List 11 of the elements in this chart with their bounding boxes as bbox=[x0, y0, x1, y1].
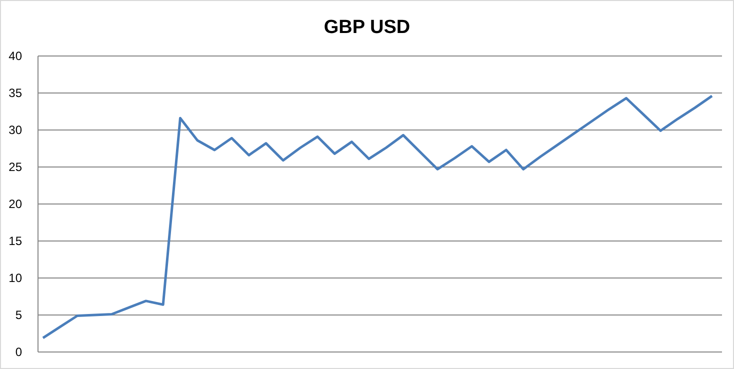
y-tick-label: 25 bbox=[8, 160, 22, 174]
y-tick-label: 35 bbox=[8, 86, 22, 100]
y-tick-label: 20 bbox=[8, 197, 22, 212]
line-series bbox=[42, 94, 714, 340]
y-tick-label: 10 bbox=[8, 271, 22, 286]
chart-title: GBP USD bbox=[324, 17, 410, 38]
y-tick-label: 0 bbox=[15, 345, 22, 360]
y-tick-label: 5 bbox=[15, 308, 22, 322]
y-tick-label: 40 bbox=[8, 49, 22, 64]
y-tick-label: 15 bbox=[8, 234, 22, 248]
y-tick-label: 30 bbox=[8, 123, 22, 138]
